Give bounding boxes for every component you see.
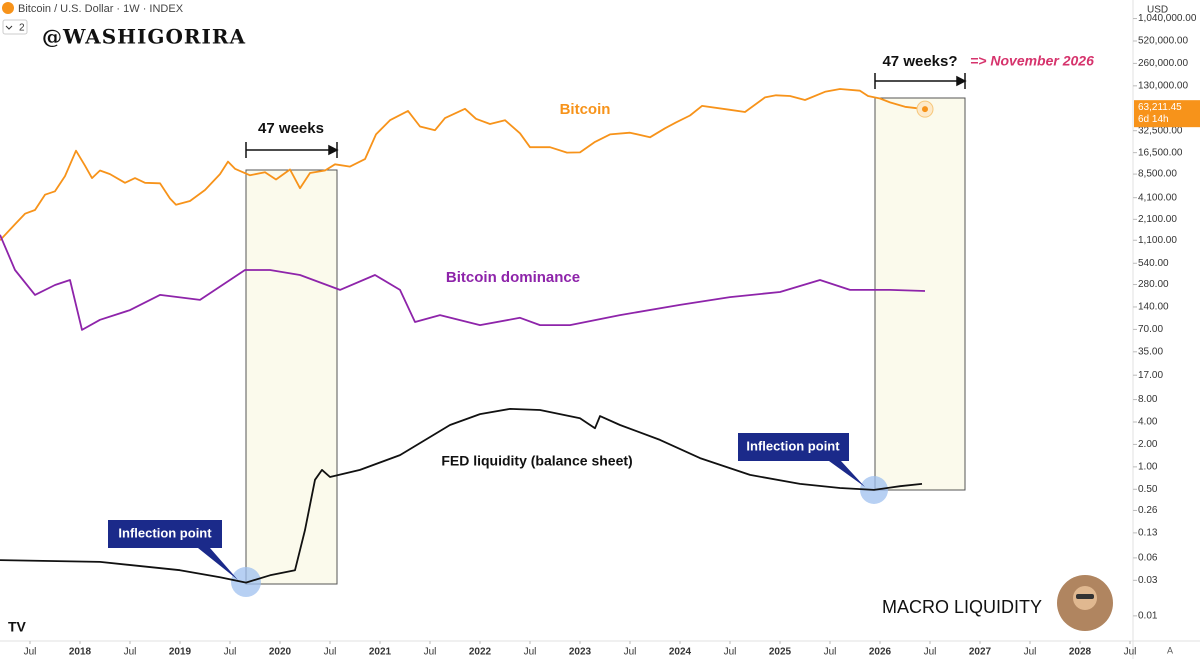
currency: USD — [1147, 5, 1168, 16]
y-tick-label: 16,500.00 — [1138, 147, 1183, 158]
y-tick-label: 0.06 — [1138, 553, 1158, 564]
auto-scale-button[interactable]: A — [1167, 645, 1173, 655]
price-label: 63,211.45 — [1138, 102, 1182, 113]
x-tick-label: 2021 — [369, 647, 392, 658]
series-line — [0, 408, 923, 584]
annotation: 47 weeks — [258, 120, 324, 137]
watermark: @WASHIGORIRA — [42, 25, 246, 49]
series-label: FED liquidity (balance sheet) — [441, 453, 632, 469]
countdown: 6d 14h — [1138, 114, 1169, 125]
x-tick-label: Jul — [724, 647, 737, 658]
callout-text: Inflection point — [746, 438, 840, 453]
pane-count: 2 — [19, 23, 25, 34]
y-tick-label: 4.00 — [1138, 417, 1158, 428]
y-tick-label: 4,100.00 — [1138, 192, 1177, 203]
y-tick-label: 0.50 — [1138, 484, 1158, 495]
last-point — [922, 106, 928, 113]
x-tick-label: 2027 — [969, 647, 992, 658]
x-tick-label: 2018 — [69, 647, 92, 658]
series-label: Bitcoin — [560, 101, 611, 118]
logo: TV — [8, 619, 27, 635]
pane-toggle[interactable] — [2, 19, 28, 35]
x-tick-label: Jul — [1024, 647, 1037, 658]
series-line — [0, 88, 926, 241]
x-tick-label: 2022 — [469, 647, 492, 658]
y-tick-label: 520,000.00 — [1138, 36, 1188, 47]
x-tick-label: Jul — [824, 647, 837, 658]
annotation: 47 weeks? — [882, 53, 957, 70]
y-tick-label: 70.00 — [1138, 324, 1163, 335]
annotation: MACRO LIQUIDITY — [882, 597, 1042, 617]
callout — [108, 520, 238, 580]
x-tick-label: Jul — [424, 647, 437, 658]
x-tick-label: Jul — [24, 647, 37, 658]
callout-text: Inflection point — [118, 525, 212, 540]
y-tick-label: 1,040,000.00 — [1138, 13, 1197, 24]
y-tick-label: 2.00 — [1138, 439, 1158, 450]
window-box — [874, 97, 966, 491]
symbol-icon — [2, 2, 14, 14]
x-tick-label: 2020 — [269, 647, 292, 658]
x-tick-label: 2026 — [869, 647, 892, 658]
y-tick-label: 130,000.00 — [1138, 80, 1188, 91]
y-tick-label: 0.13 — [1138, 528, 1158, 539]
price-badge — [1134, 100, 1200, 128]
y-tick-label: 1.00 — [1138, 462, 1158, 473]
y-tick-label: 540.00 — [1138, 258, 1169, 269]
symbol-title: Bitcoin / U.S. Dollar · 1W · INDEX — [18, 3, 184, 15]
x-tick-label: Jul — [624, 647, 637, 658]
y-tick-label: 140.00 — [1138, 302, 1169, 313]
y-tick-label: 0.26 — [1138, 505, 1158, 516]
series-line — [0, 234, 926, 331]
y-tick-label: 2,100.00 — [1138, 214, 1177, 225]
window-box — [245, 169, 338, 585]
y-tick-label: 32,500.00 — [1138, 125, 1183, 136]
range-arrow — [874, 73, 967, 89]
y-tick-label: 260,000.00 — [1138, 58, 1188, 69]
y-tick-label: 0.03 — [1138, 575, 1158, 586]
annotation: => November 2026 — [970, 53, 1094, 69]
y-tick-label: 0.01 — [1138, 611, 1158, 622]
x-tick-label: 2028 — [1069, 647, 1092, 658]
x-tick-label: Jul — [924, 647, 937, 658]
avatar-glasses — [1076, 594, 1094, 599]
x-tick-label: Jul — [124, 647, 137, 658]
chevron — [5, 25, 13, 30]
y-tick-label: 35.00 — [1138, 346, 1163, 357]
x-tick-label: Jul — [324, 647, 337, 658]
x-tick-label: Jul — [524, 647, 537, 658]
y-tick-label: 8,500.00 — [1138, 169, 1177, 180]
x-tick-label: Jul — [1124, 647, 1137, 658]
x-tick-label: 2023 — [569, 647, 592, 658]
range-arrow — [245, 142, 339, 158]
y-tick-label: 1,100.00 — [1138, 235, 1177, 246]
x-tick-label: 2019 — [169, 647, 192, 658]
y-tick-label: 280.00 — [1138, 279, 1169, 290]
y-tick-label: 17.00 — [1138, 370, 1163, 381]
x-tick-label: 2024 — [669, 647, 692, 658]
y-tick-label: 8.00 — [1138, 394, 1158, 405]
x-tick-label: 2025 — [769, 647, 792, 658]
callout — [738, 433, 865, 487]
x-tick-label: Jul — [224, 647, 237, 658]
series-label: Bitcoin dominance — [446, 269, 580, 286]
